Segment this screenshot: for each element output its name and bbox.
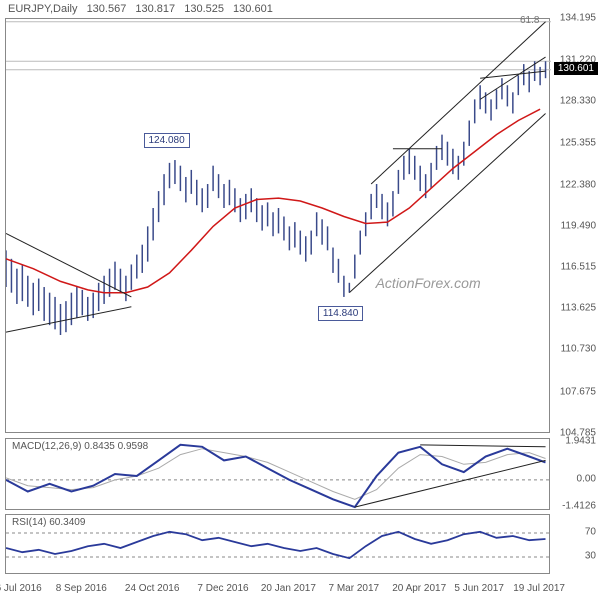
price-chart[interactable] (5, 18, 550, 433)
rsi-panel[interactable]: RSI(14) 60.3409 (5, 514, 550, 574)
y-tick-label: 122.380 (560, 179, 596, 190)
x-tick-label: 20 Apr 2017 (392, 583, 446, 594)
macd-ytick: -1.4126 (562, 501, 596, 512)
y-tick-label: 113.625 (561, 303, 596, 314)
x-tick-label: 8 Sep 2016 (56, 583, 107, 594)
macd-ytick: 1.9431 (565, 436, 596, 447)
chart-title: EURJPY,Daily 130.567 130.817 130.525 130… (8, 3, 279, 15)
macd-ytick: 0.00 (577, 473, 596, 484)
y-tick-label: 119.490 (561, 220, 596, 231)
rsi-ytick: 70 (585, 527, 596, 538)
y-tick-label: 116.515 (561, 262, 596, 273)
y-tick-label: 125.355 (560, 137, 596, 148)
x-tick-label: 7 Dec 2016 (197, 583, 248, 594)
macd-label: MACD(12,26,9) 0.8435 0.9598 (12, 441, 148, 452)
y-tick-label: 110.730 (561, 344, 596, 355)
x-tick-label: 19 Jul 2017 (513, 583, 565, 594)
rsi-ytick: 30 (585, 551, 596, 562)
ohlc-l: 130.525 (184, 3, 224, 15)
x-tick-label: 20 Jan 2017 (261, 583, 316, 594)
x-tick-label: 26 Jul 2016 (0, 583, 42, 594)
ohlc-o: 130.567 (87, 3, 127, 15)
y-tick-label: 107.675 (560, 387, 596, 398)
ohlc-h: 130.817 (135, 3, 175, 15)
x-tick-label: 7 Mar 2017 (329, 583, 380, 594)
macd-panel[interactable]: MACD(12,26,9) 0.8435 0.9598 (5, 438, 550, 510)
x-tick-label: 5 Jun 2017 (454, 583, 504, 594)
x-tick-label: 24 Oct 2016 (125, 583, 179, 594)
y-tick-label: 128.330 (560, 95, 596, 106)
y-tick-label: 134.195 (560, 13, 596, 24)
price-annotation: 114.840 (318, 306, 363, 321)
watermark: ActionForex.com (376, 275, 481, 291)
ohlc-c: 130.601 (233, 3, 273, 15)
current-price-box: 130.601 (554, 62, 598, 75)
symbol-label: EURJPY,Daily (8, 3, 78, 15)
price-annotation: 124.080 (144, 133, 190, 148)
fib-label: 61.8 (520, 15, 539, 26)
rsi-label: RSI(14) 60.3409 (12, 517, 85, 528)
